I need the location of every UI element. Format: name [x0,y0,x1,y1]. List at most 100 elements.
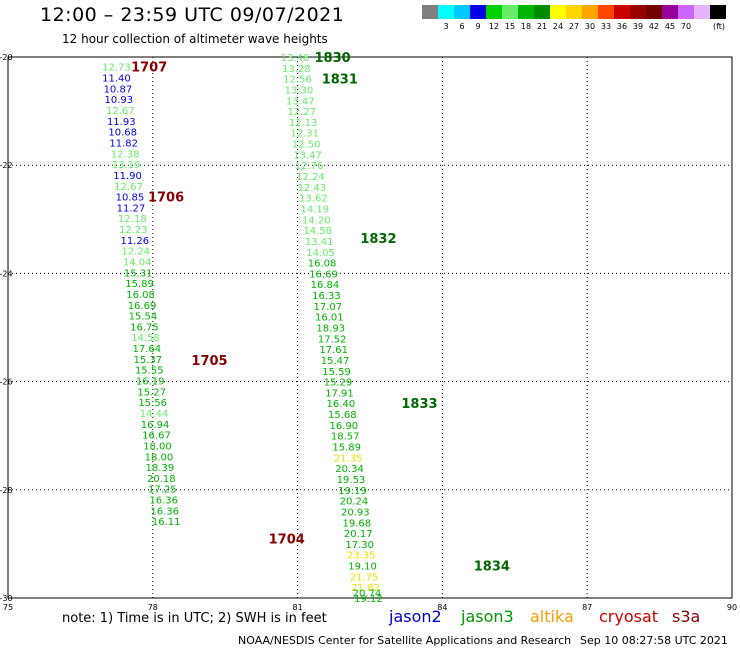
swh-data-label: 15.55 [135,366,164,377]
swh-data-label: 15.27 [137,387,166,398]
swh-data-label: 12.31 [290,129,319,140]
swh-data-label: 16.94 [141,420,170,431]
scale-swatch [662,5,678,19]
swh-data-label: 15.56 [138,398,167,409]
swh-data-label: 16.36 [150,506,179,517]
scale-swatch [630,5,646,19]
y-tick-label: -26 [0,378,13,387]
scale-swatch [598,5,614,19]
swh-data-label: 17.25 [148,485,177,496]
scale-swatch [454,5,470,19]
scale-label: 36 [616,22,628,31]
scale-label: 45 [664,22,676,31]
swh-data-label: 16.84 [311,280,340,291]
x-tick-label: 78 [148,603,158,610]
swh-data-label: 10.68 [108,128,137,139]
swh-data-label: 15.89 [125,279,154,290]
swh-data-label: 13.62 [299,194,328,205]
swh-data-label: 19.53 [337,475,366,486]
swh-data-label: 19.68 [342,518,371,529]
scale-swatch [438,5,454,19]
y-tick-label: -24 [0,269,13,278]
swh-data-label: 20.34 [335,464,364,475]
swh-data-label: 11.26 [120,236,149,247]
pass-time-label: 1707 [131,61,167,76]
pass-time-label: 1830 [314,51,350,66]
footer-note: note: 1) Time is in UTC; 2) SWH is in fe… [62,611,327,626]
mission-label-s3a: s3a [672,607,701,626]
swh-data-label: 15.54 [129,312,158,323]
swh-data-label: 10.87 [104,84,133,95]
scale-label: 3 [443,22,449,31]
swh-data-label: 15.29 [324,378,353,389]
scale-swatch [502,5,518,19]
mission-label-jason3: jason3 [461,607,514,626]
swh-data-label: 19.10 [348,562,377,573]
swh-data-label: 15.59 [322,367,351,378]
scale-label: 6 [459,22,465,31]
swh-data-label: 12.67 [114,182,143,193]
mission-label-altika: altika [530,607,574,626]
swh-data-label: 15.37 [133,355,162,366]
swh-data-label: 14.19 [300,204,329,215]
scale-label: 15 [504,22,516,31]
footer-credit: NOAA/NESDIS Center for Satellite Applica… [238,634,572,647]
swh-data-label: 12.38 [111,149,140,160]
mission-label-cryosat: cryosat [599,607,659,626]
swh-data-label: 14.58 [131,333,160,344]
swh-data-label: 17.61 [319,345,348,356]
x-tick-label: 81 [293,603,303,610]
swh-data-label: 16.69 [128,301,157,312]
scale-label: 21 [536,22,548,31]
swh-data-label: 15.47 [321,356,350,367]
swh-data-label: 13.19 [112,160,141,171]
scale-swatch [518,5,534,19]
y-tick-label: -20 [0,53,13,62]
scale-swatch [422,5,438,19]
swh-data-label: 18.00 [145,452,174,463]
scale-label: 70 [680,22,692,31]
swh-data-label: 16.01 [315,313,344,324]
swh-data-label: 15.68 [328,410,357,421]
mission-label-jason2: jason2 [389,607,442,626]
swh-data-label: 10.93 [105,95,134,106]
swh-data-label: 17.07 [314,302,343,313]
swh-data-label: 15.89 [332,443,361,454]
swh-data-label: 14.04 [123,257,152,268]
plot-frame [7,56,733,599]
swh-data-label: 12.76 [295,161,324,172]
y-tick-label: -30 [0,594,13,603]
pass-time-label: 1833 [401,397,437,412]
pass-time-label: 1832 [360,232,396,247]
swh-data-label: 15.31 [124,268,153,279]
swh-data-label: 16.40 [327,399,356,410]
scale-swatch [582,5,598,19]
scale-swatch [470,5,486,19]
scale-swatch [678,5,694,19]
swh-data-label: 16.36 [149,496,178,507]
chart-subtitle: 12 hour collection of altimeter wave hei… [62,32,328,46]
swh-data-label: 11.27 [117,203,146,214]
y-tick-label: -22 [0,161,13,170]
scale-label: 12 [488,22,500,31]
swh-data-label: 14.20 [302,215,331,226]
swh-data-label: 11.90 [113,171,142,182]
swh-data-label: 20.93 [341,507,370,518]
scale-swatch [534,5,550,19]
swh-data-label: 17.91 [325,388,354,399]
pass-time-label: 1704 [269,532,305,547]
swh-data-label: 16.90 [329,421,358,432]
scale-swatch [614,5,630,19]
swh-data-label: 17.30 [345,540,374,551]
swh-data-label: 12.67 [106,106,135,117]
swh-data-label: 18.57 [331,432,360,443]
swh-data-label: 20.17 [344,529,373,540]
swh-data-label: 21.82 [351,583,380,594]
swh-data-label: 21.75 [350,572,379,583]
swh-data-label: 16.33 [312,291,341,302]
swh-data-label: 12.73 [102,63,131,74]
swh-data-label: 16.19 [136,377,165,388]
x-tick-label: 84 [437,603,447,610]
swh-data-label: 13.28 [282,64,311,75]
scale-unit: (ft) [713,22,726,31]
